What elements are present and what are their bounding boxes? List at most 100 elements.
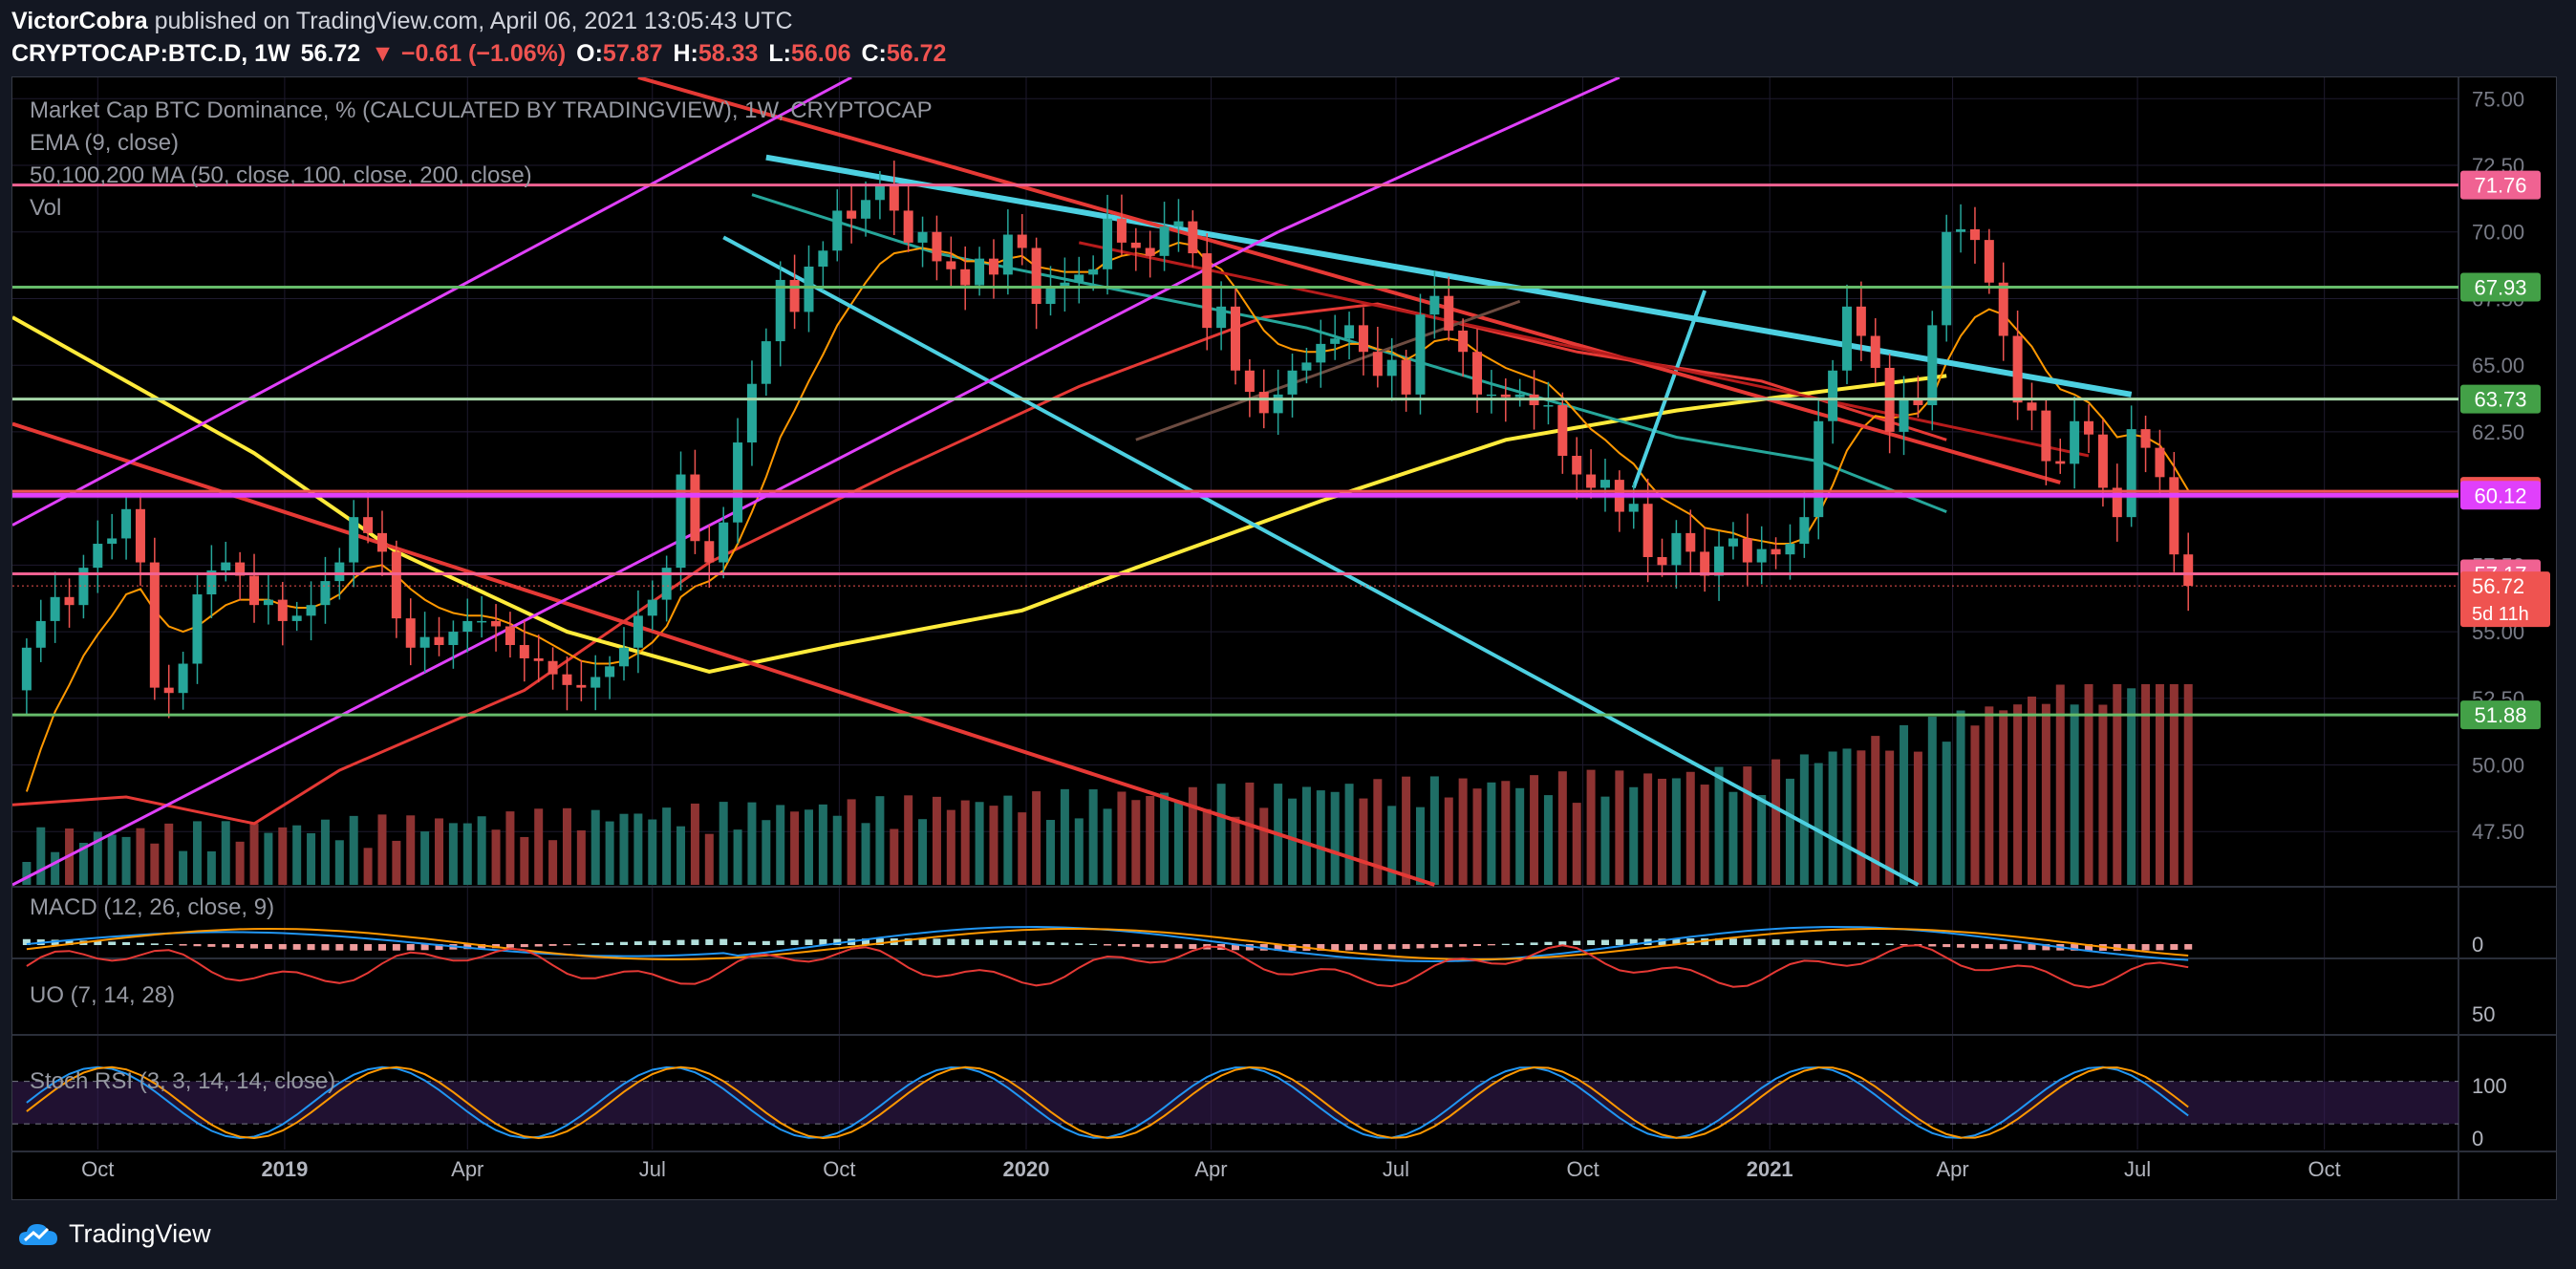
indicator-axis-label: 100 <box>2472 1074 2507 1098</box>
candle-body <box>719 522 729 563</box>
volume-bar <box>548 840 558 885</box>
volume-bar <box>762 820 771 885</box>
candle-body <box>1799 517 1810 545</box>
price-chart-svg[interactable]: 75.0072.5070.0067.5065.0062.5060.0057.50… <box>11 75 2556 1199</box>
macd-histogram-bar <box>1928 944 1937 947</box>
candle-body <box>1586 474 1597 488</box>
x-tick-label: Apr <box>451 1157 483 1181</box>
candle-body <box>1458 330 1469 353</box>
volume-bar <box>975 802 984 885</box>
chart-area[interactable]: 75.0072.5070.0067.5065.0062.5060.0057.50… <box>11 75 2557 1200</box>
volume-bar <box>1785 778 1794 885</box>
candle-body <box>1984 240 1994 283</box>
volume-bar <box>605 821 614 885</box>
candle-body <box>1231 306 1240 371</box>
chart-title: Market Cap BTC Dominance, % (CALCULATED … <box>30 97 933 123</box>
candle-body <box>363 517 374 533</box>
volume-bar <box>562 807 571 885</box>
macd-histogram-bar <box>264 944 272 950</box>
volume-bar <box>904 795 913 885</box>
macd-histogram-bar <box>1999 944 2007 950</box>
macd-histogram-bar <box>904 938 912 945</box>
candle-body <box>1543 405 1554 407</box>
candle-body <box>1103 218 1113 269</box>
macd-histogram-bar <box>377 944 386 951</box>
volume-bar <box>491 829 501 885</box>
macd-histogram-bar <box>1814 940 1823 945</box>
x-tick-label: Apr <box>1936 1157 1968 1181</box>
candle-body <box>1700 551 1710 576</box>
candle-body <box>960 269 971 286</box>
candle-body <box>1927 325 1938 406</box>
macd-histogram-bar <box>292 944 301 950</box>
candle-body <box>975 258 985 286</box>
volume-bar <box>1188 786 1197 885</box>
macd-histogram-bar <box>1373 944 1382 950</box>
macd-histogram-bar <box>2042 944 2050 951</box>
volume-bar <box>1259 807 1269 885</box>
volume-bar <box>1857 750 1866 885</box>
footer-bar: TradingView <box>0 1202 2576 1269</box>
macd-histogram-bar <box>548 944 557 946</box>
volume-bar <box>1999 710 2008 885</box>
candle-body <box>2084 420 2094 435</box>
candle-body <box>1116 218 1127 243</box>
volume-bar <box>1814 763 1823 885</box>
y-tick-label: 70.00 <box>2472 221 2524 245</box>
macd-histogram-bar <box>1117 944 1126 947</box>
macd-histogram-bar <box>1331 944 1340 951</box>
macd-histogram-bar <box>1658 938 1666 945</box>
macd-histogram-bar <box>1018 940 1026 945</box>
trendline <box>637 75 2061 484</box>
macd-histogram-bar <box>364 944 373 951</box>
macd-histogram-bar <box>1615 939 1623 945</box>
candle-body <box>1642 504 1653 557</box>
x-tick-label: Apr <box>1194 1157 1227 1181</box>
candle-body <box>178 663 188 694</box>
candle-body <box>135 508 145 563</box>
volume-bar <box>2055 684 2065 885</box>
volume-bar <box>1245 782 1255 885</box>
level-price-tag <box>2460 481 2541 510</box>
candle-body <box>1671 532 1682 566</box>
candle-body <box>1472 352 1483 395</box>
volume-bar <box>377 814 387 885</box>
candle-body <box>2070 420 2080 464</box>
macd-histogram-bar <box>420 944 429 951</box>
macd-histogram-bar <box>1843 941 1851 945</box>
macd-histogram-bar <box>1487 944 1495 946</box>
candle-body <box>1301 362 1312 371</box>
candle-body <box>562 674 572 685</box>
macd-histogram-bar <box>1459 944 1468 947</box>
indicator-legend: EMA (9, close) <box>30 130 179 156</box>
candle-body <box>1444 295 1454 331</box>
candle-body <box>121 508 132 539</box>
macd-histogram-bar <box>862 938 870 945</box>
macd-histogram-bar <box>136 942 144 945</box>
volume-bar <box>1330 791 1340 885</box>
indicator-axis-label: 0 <box>2472 933 2483 957</box>
candle-body <box>1599 480 1610 488</box>
tradingview-logo[interactable]: TradingView <box>17 1219 211 1249</box>
candle-body <box>619 647 629 667</box>
author-name[interactable]: VictorCobra <box>11 8 148 34</box>
volume-bar <box>1728 791 1738 885</box>
symbol-name[interactable]: CRYPTOCAP:BTC.D, 1W <box>11 40 290 67</box>
volume-bar <box>648 819 657 885</box>
macd-histogram-bar <box>1430 944 1439 948</box>
volume-bar <box>590 809 600 885</box>
volume-bar <box>1444 797 1453 885</box>
candle-body <box>1514 394 1525 398</box>
x-tick-label: 2021 <box>1747 1157 1793 1181</box>
macd-histogram-bar <box>250 944 259 949</box>
volume-bar <box>1671 778 1681 885</box>
candle-body <box>1045 288 1056 305</box>
last-price: 56.72 <box>300 40 361 67</box>
volume-bar <box>1231 816 1240 885</box>
candle-body <box>633 615 643 648</box>
volume-bar <box>890 828 899 885</box>
macd-histogram-bar <box>1757 938 1766 945</box>
candle-body <box>874 183 885 201</box>
volume-bar <box>420 831 430 885</box>
volume-bar <box>1487 782 1496 885</box>
